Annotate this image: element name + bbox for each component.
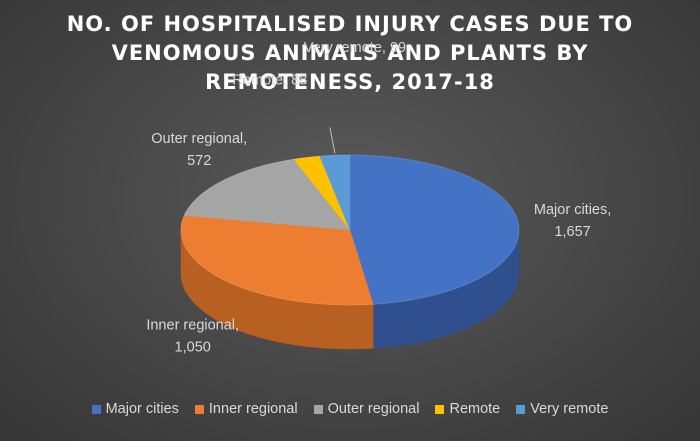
data-label-line: Remote, 88 <box>232 72 307 88</box>
legend-item-major-cities: Major cities <box>91 401 179 417</box>
pie-slices <box>180 154 520 306</box>
legend-item-outer-regional: Outer regional <box>313 401 420 417</box>
chart-title-line-1: NO. OF HOSPITALISED INJURY CASES DUE TO <box>66 12 634 36</box>
legend-label-outer-regional: Outer regional <box>327 401 420 417</box>
slice-very-remote <box>319 154 351 231</box>
slice-remote <box>293 155 351 231</box>
legend: Major cities Inner regional Outer region… <box>0 401 700 417</box>
legend-swatch-inner-regional <box>194 404 204 414</box>
legend-swatch-major-cities <box>91 404 101 414</box>
data-label-remote: Remote, 88 <box>232 72 307 88</box>
legend-swatch-outer-regional <box>313 404 323 414</box>
data-label-line: 1,050 <box>175 340 211 356</box>
slice-inner-regional <box>180 215 374 306</box>
legend-swatch-remote <box>435 404 445 414</box>
slice-outer-regional <box>183 158 351 231</box>
chart-title-line-2: VENOMOUS ANIMALS AND PLANTS BY <box>111 41 589 65</box>
legend-item-very-remote: Very remote <box>516 401 608 417</box>
slice-major-cities <box>349 154 520 305</box>
legend-label-inner-regional: Inner regional <box>208 401 298 417</box>
data-label-outer-regional: Outer regional, 572 <box>151 131 247 169</box>
pie-rim <box>180 154 520 306</box>
data-label-line: Inner regional, <box>146 318 239 334</box>
data-labels: Major cities, 1,657 Inner regional, 1,050 Ou… <box>146 40 611 355</box>
legend-item-remote: Remote <box>435 401 500 417</box>
data-label-very-remote: Very remote, 99 <box>304 40 406 56</box>
legend-item-inner-regional: Inner regional <box>194 401 298 417</box>
data-label-line: Outer regional, <box>151 131 247 147</box>
legend-label-very-remote: Very remote <box>530 401 609 417</box>
data-label-major-cities: Major cities, 1,657 <box>534 202 611 240</box>
legend-label-major-cities: Major cities <box>105 401 179 417</box>
legend-swatch-very-remote <box>516 404 526 414</box>
data-label-line: Major cities, <box>534 202 611 218</box>
data-label-line: 1,657 <box>554 224 590 240</box>
data-label-line: 572 <box>187 153 211 169</box>
leader-line-very-remote <box>329 127 336 154</box>
chart-title: NO. OF HOSPITALISED INJURY CASES DUE TO … <box>0 10 700 97</box>
data-label-inner-regional: Inner regional, 1,050 <box>146 318 239 356</box>
legend-label-remote: Remote <box>449 401 501 417</box>
chart-title-line-3: REMOTENESS, 2017-18 <box>205 70 495 94</box>
data-label-line: Very remote, 99 <box>304 40 406 56</box>
